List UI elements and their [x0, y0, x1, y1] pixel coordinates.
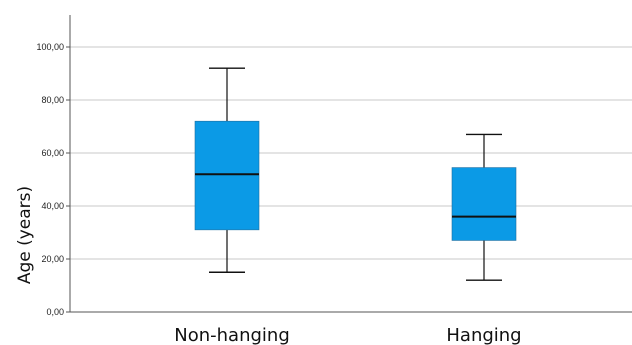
category-label: Non-hanging [174, 325, 290, 345]
y-axis-title: Age (years) [15, 186, 35, 284]
y-tick-label: 0,00 [46, 307, 64, 317]
y-tick-label: 100,00 [36, 42, 64, 52]
box-non-hanging [194, 67, 260, 273]
y-tick-labels: 0,00 20,00 40,00 60,00 80,00 100,00 [36, 42, 70, 317]
category-label: Hanging [446, 325, 521, 345]
y-tick-label: 40,00 [41, 201, 64, 211]
iqr-box [451, 167, 517, 241]
iqr-box [194, 120, 260, 231]
axes [69, 15, 632, 313]
y-tick-label: 20,00 [41, 254, 64, 264]
gridlines [70, 46, 632, 260]
y-tick-label: 60,00 [41, 148, 64, 158]
y-tick-label: 80,00 [41, 95, 64, 105]
box-hanging [451, 133, 517, 281]
category-labels: Non-hanging Hanging [174, 325, 521, 345]
boxes [194, 67, 517, 281]
